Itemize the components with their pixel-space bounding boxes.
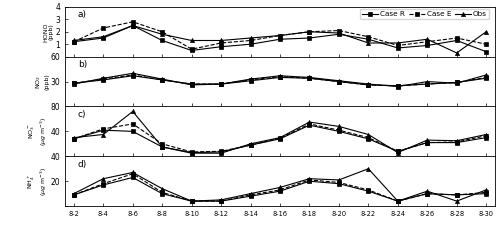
Text: b): b) (78, 60, 87, 69)
Text: a): a) (78, 10, 87, 19)
Y-axis label: NH$_4^+$
($μg$ m$^{-3}$): NH$_4^+$ ($μg$ m$^{-3}$) (27, 167, 49, 196)
Y-axis label: NO$_2$
(ppb): NO$_2$ (ppb) (34, 73, 49, 90)
Y-axis label: HONO
(ppb): HONO (ppb) (43, 22, 54, 41)
Y-axis label: NO$_3^-$
($μg$ m$^{-3}$): NO$_3^-$ ($μg$ m$^{-3}$) (28, 117, 49, 146)
Text: d): d) (78, 160, 87, 169)
Text: c): c) (78, 110, 86, 119)
Legend: Case R, Case E, Obs: Case R, Case E, Obs (360, 9, 490, 19)
